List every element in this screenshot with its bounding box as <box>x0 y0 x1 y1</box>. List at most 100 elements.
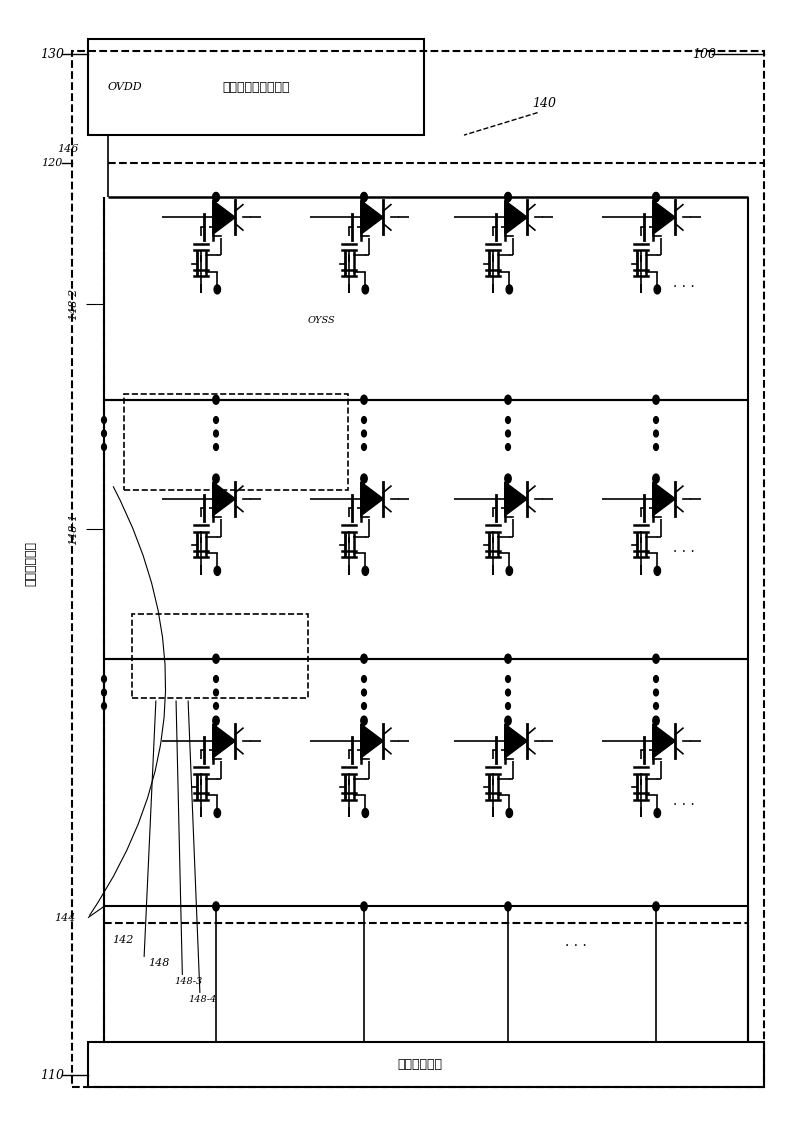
Circle shape <box>505 193 511 202</box>
Circle shape <box>214 676 218 682</box>
Polygon shape <box>505 724 527 758</box>
Text: OVDD: OVDD <box>108 82 142 92</box>
Circle shape <box>654 285 661 294</box>
Polygon shape <box>653 482 675 516</box>
Circle shape <box>653 902 659 911</box>
Circle shape <box>506 285 513 294</box>
Polygon shape <box>361 482 383 516</box>
Circle shape <box>506 703 510 709</box>
Text: 142: 142 <box>112 936 134 945</box>
Circle shape <box>361 902 367 911</box>
Circle shape <box>361 395 367 404</box>
Text: 148: 148 <box>148 958 170 967</box>
Circle shape <box>214 444 218 450</box>
Circle shape <box>653 395 659 404</box>
Polygon shape <box>213 200 235 234</box>
Circle shape <box>653 654 659 663</box>
Text: 148-4: 148-4 <box>188 995 216 1004</box>
Text: 数据驱动电路: 数据驱动电路 <box>24 540 37 586</box>
Circle shape <box>366 494 372 503</box>
Circle shape <box>505 716 511 725</box>
Text: 148-2: 148-2 <box>69 288 78 320</box>
Bar <box>88 39 424 135</box>
Circle shape <box>102 689 106 696</box>
Text: 电源电压供应处理路: 电源电压供应处理路 <box>222 81 290 93</box>
Circle shape <box>653 193 659 202</box>
Circle shape <box>506 444 510 450</box>
Polygon shape <box>653 200 675 234</box>
Polygon shape <box>361 724 383 758</box>
Circle shape <box>213 654 219 663</box>
Circle shape <box>362 689 366 696</box>
Circle shape <box>362 417 366 423</box>
Circle shape <box>510 494 516 503</box>
Circle shape <box>362 703 366 709</box>
Circle shape <box>213 474 219 483</box>
Text: 140: 140 <box>532 97 556 110</box>
Circle shape <box>505 474 511 483</box>
Text: 146: 146 <box>57 144 78 154</box>
Circle shape <box>658 494 664 503</box>
Bar <box>88 1042 764 1087</box>
Circle shape <box>654 444 658 450</box>
Circle shape <box>214 703 218 709</box>
Circle shape <box>658 736 664 745</box>
Circle shape <box>510 213 516 222</box>
Circle shape <box>213 395 219 404</box>
Circle shape <box>654 703 658 709</box>
Circle shape <box>505 654 511 663</box>
Circle shape <box>362 444 366 450</box>
Circle shape <box>506 566 513 575</box>
Circle shape <box>213 716 219 725</box>
Circle shape <box>506 430 510 437</box>
Circle shape <box>653 193 659 202</box>
Circle shape <box>366 736 372 745</box>
Circle shape <box>218 736 224 745</box>
Text: 130: 130 <box>40 47 64 61</box>
Circle shape <box>361 193 367 202</box>
Text: 扫描驱动电路: 扫描驱动电路 <box>398 1057 442 1071</box>
Circle shape <box>654 417 658 423</box>
Circle shape <box>510 736 516 745</box>
Circle shape <box>654 566 661 575</box>
Circle shape <box>213 193 219 202</box>
Circle shape <box>214 689 218 696</box>
Circle shape <box>102 676 106 682</box>
Circle shape <box>362 676 366 682</box>
Circle shape <box>366 213 372 222</box>
Polygon shape <box>361 200 383 234</box>
Bar <box>72 51 764 1087</box>
Circle shape <box>654 676 658 682</box>
Polygon shape <box>505 200 527 234</box>
Text: 148-1: 148-1 <box>69 513 78 545</box>
Text: 120: 120 <box>42 159 62 168</box>
Circle shape <box>362 430 366 437</box>
Polygon shape <box>213 724 235 758</box>
Circle shape <box>218 213 224 222</box>
Circle shape <box>361 716 367 725</box>
Circle shape <box>214 566 221 575</box>
Bar <box>132 614 308 698</box>
Circle shape <box>362 285 369 294</box>
Bar <box>124 394 348 490</box>
Circle shape <box>654 689 658 696</box>
Circle shape <box>654 430 658 437</box>
Text: 110: 110 <box>40 1069 64 1082</box>
Text: · · ·: · · · <box>673 545 695 558</box>
Circle shape <box>506 417 510 423</box>
Text: OYSS: OYSS <box>308 316 336 325</box>
Circle shape <box>653 716 659 725</box>
Circle shape <box>218 494 224 503</box>
Circle shape <box>102 417 106 423</box>
Circle shape <box>214 417 218 423</box>
Polygon shape <box>505 482 527 516</box>
Circle shape <box>653 474 659 483</box>
Circle shape <box>214 430 218 437</box>
Circle shape <box>361 474 367 483</box>
Circle shape <box>506 676 510 682</box>
Text: 148-3: 148-3 <box>174 977 202 986</box>
Circle shape <box>213 193 219 202</box>
Text: 100: 100 <box>692 47 716 61</box>
Text: 144: 144 <box>54 913 76 922</box>
Polygon shape <box>213 482 235 516</box>
